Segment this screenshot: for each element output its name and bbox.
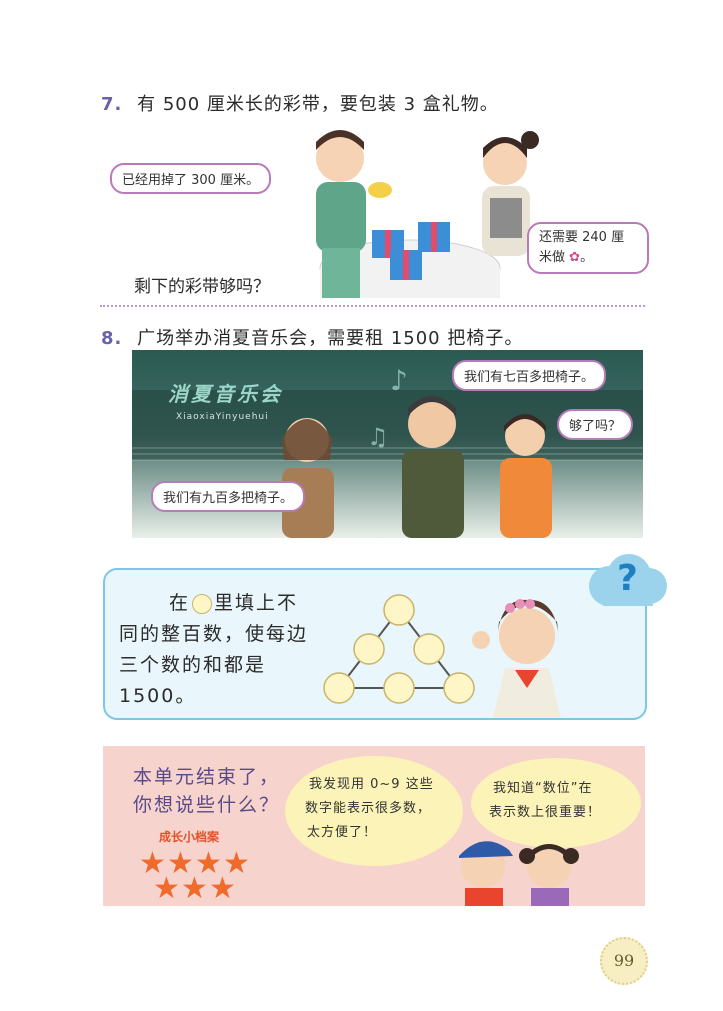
children-illustration — [459, 841, 579, 906]
gift-box-3 — [390, 250, 422, 280]
blank-circle-bottom-mid — [383, 672, 415, 704]
man-speech-text: 我们有七百多把椅子。 — [464, 370, 595, 385]
cloud2-line1: 我知道“数位”在 — [493, 781, 593, 796]
girl-speech-bubble: 还需要 240 厘 米做 ✿。 — [527, 222, 649, 274]
puzzle-text-rest: 里填上不同的整百数，使每边三个数的和都是1500。 — [119, 592, 309, 707]
boy-speech-text: 已经用掉了 300 厘米。 — [122, 173, 260, 188]
puzzle-text-start: 在 — [169, 592, 191, 614]
cloud1-line1: 我发现用 0~9 这些 — [309, 777, 434, 792]
question-number: 7. — [101, 94, 123, 115]
q7-question: 剩下的彩带够吗？ — [134, 277, 270, 297]
unit-summary-panel: 本单元结束了， 你想说些什么？ 成长小档案 ★ ★ ★ ★ ★ ★ ★ 我发现用… — [103, 746, 645, 906]
girl-thought-bubble: 够了吗？ — [557, 409, 634, 440]
gift-scene-svg — [316, 130, 539, 298]
music-note-icon: ♫ — [367, 423, 389, 451]
question-mark: ? — [617, 558, 638, 599]
blank-circle-right-mid — [413, 633, 445, 665]
puzzle-instructions: 在里填上不同的整百数，使每边三个数的和都是1500。 — [119, 588, 319, 712]
inline-circle-icon — [192, 593, 213, 614]
star-icon: ★ — [153, 871, 180, 906]
cloud1-line3: 太方便了！ — [307, 825, 378, 840]
screen-title: 消夏音乐会 — [168, 382, 283, 406]
blank-circle-bottom-left — [323, 672, 355, 704]
page-number: 99 — [600, 937, 648, 985]
blank-circle-left-mid — [353, 633, 385, 665]
question-7: 7. 有 500 厘米长的彩带，要包装 3 盒礼物。 — [101, 90, 499, 116]
thought-cloud-digits: 我发现用 0~9 这些 数字能表示很多数， 太方便了！ — [285, 756, 463, 866]
summary-title-line2: 你想说些什么？ — [133, 794, 281, 816]
triangle-circle-diagram — [323, 594, 475, 704]
ribbon-gift-illustration — [280, 118, 580, 298]
music-note-icon: ♪ — [390, 364, 408, 397]
girl-speech-line1: 还需要 240 厘 — [539, 230, 625, 245]
star-icon: ★ — [209, 871, 236, 906]
boy-speech-bubble: 已经用掉了 300 厘米。 — [110, 163, 272, 194]
question-text: 有 500 厘米长的彩带，要包装 3 盒礼物。 — [137, 94, 499, 115]
summary-title-line1: 本单元结束了， — [133, 766, 281, 788]
question-number: 8. — [101, 328, 123, 349]
girl-speech-line2-wrap: 米做 ✿。 — [539, 250, 594, 265]
growth-record-label: 成长小档案 — [159, 830, 220, 844]
question-8: 8. 广场举办消夏音乐会，需要租 1500 把椅子。 — [101, 324, 523, 350]
star-icon: ★ — [139, 846, 166, 881]
puzzle-box: 在里填上不同的整百数，使每边三个数的和都是1500。 — [103, 568, 647, 720]
star-icon: ★ — [167, 846, 194, 881]
section-divider — [100, 305, 645, 307]
blank-circle-bottom-right — [443, 672, 475, 704]
star-icon: ★ — [181, 871, 208, 906]
cloud-shape — [589, 554, 667, 606]
question-text: 广场举办消夏音乐会，需要租 1500 把椅子。 — [137, 328, 524, 349]
bow-icon: ✿ — [569, 250, 581, 265]
question-cloud-icon: ? — [583, 552, 671, 616]
cloud2-line2: 表示数上很重要！ — [489, 805, 602, 820]
girl-waving-illustration — [472, 599, 561, 718]
blank-circle-top — [383, 594, 415, 626]
screen-pinyin: XiaoxiaYinyuehui — [176, 412, 269, 422]
gift-box-2 — [418, 222, 450, 252]
star-icon: ★ — [223, 846, 250, 881]
girl-thought-text: 够了吗？ — [569, 419, 622, 434]
star-icon: ★ — [195, 846, 222, 881]
cloud1-line2: 数字能表示很多数， — [305, 801, 432, 816]
man-speech-bubble: 我们有七百多把椅子。 — [452, 360, 607, 391]
thought-cloud-place-value: 我知道“数位”在 表示数上很重要！ — [471, 758, 641, 848]
girl-speech-line2: 米做 — [539, 250, 566, 265]
woman-speech-bubble: 我们有九百多把椅子。 — [151, 481, 306, 512]
woman-speech-text: 我们有九百多把椅子。 — [163, 491, 294, 506]
